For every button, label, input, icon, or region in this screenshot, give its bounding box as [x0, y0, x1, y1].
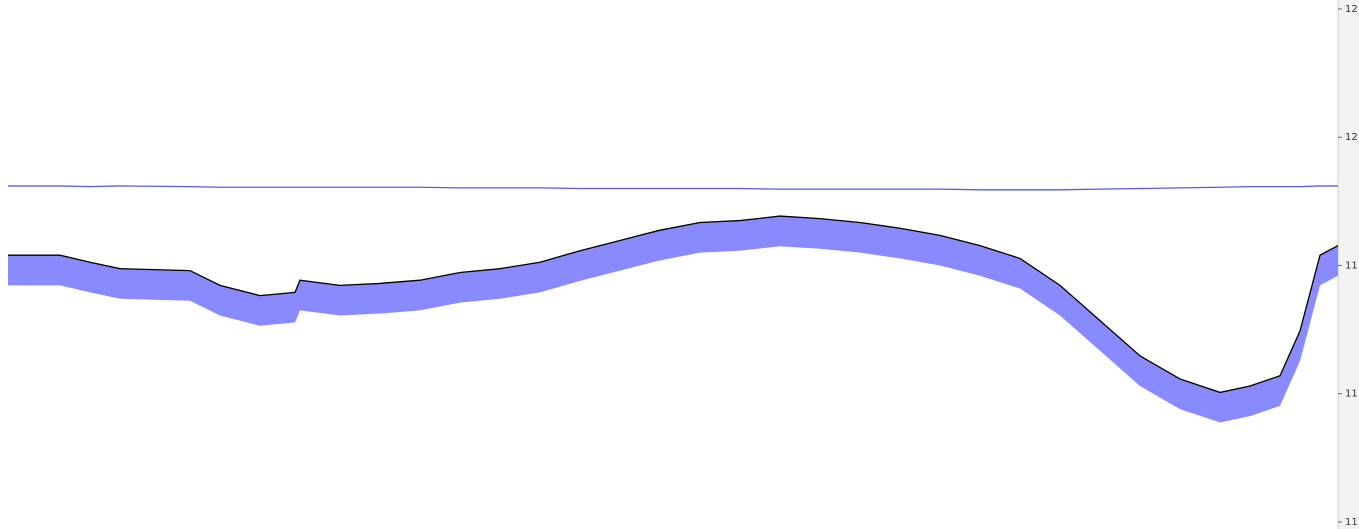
price-axis-panel — [1338, 0, 1359, 529]
price-line — [8, 215, 1339, 394]
y-tick-label: 11 — [1345, 517, 1358, 528]
y-tick-label: 12 — [1345, 4, 1358, 15]
y-tick-label: 11 — [1345, 389, 1358, 400]
y-tick-label: 12 — [1345, 132, 1358, 143]
price-band — [8, 216, 1338, 423]
price-line — [8, 185, 1338, 191]
y-tick-label: 11 — [1345, 260, 1358, 271]
